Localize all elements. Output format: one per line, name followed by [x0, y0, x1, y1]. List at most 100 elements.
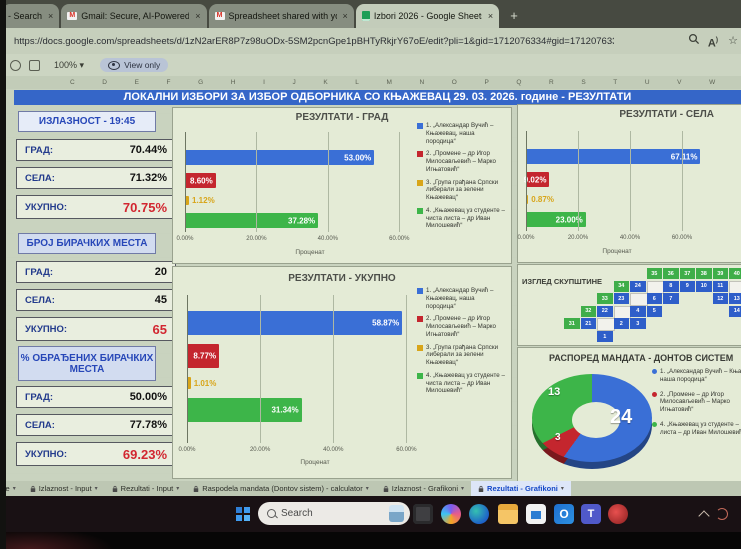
- row-label: ГРАД:: [25, 266, 54, 278]
- search-icon: [267, 509, 276, 518]
- assembly-seat-4: 4: [630, 305, 646, 317]
- column-header-D[interactable]: D: [102, 79, 107, 86]
- bar: [526, 195, 529, 204]
- chart-rezultati-ukupno[interactable]: РЕЗУЛТАТИ - УКУПНО 58.87% 8.77% 1.01% 31.34…: [172, 266, 512, 479]
- lock-icon: [112, 485, 117, 492]
- bar-row: 1.12%: [185, 196, 435, 205]
- row-value: 70.44%: [129, 144, 167, 156]
- x-tick-label: 20.00%: [567, 235, 589, 241]
- sheet-tab-menu-caret[interactable]: ▾: [12, 486, 16, 492]
- column-header-Q[interactable]: Q: [516, 79, 522, 86]
- row-value: 70.75%: [122, 199, 167, 215]
- column-header-J[interactable]: J: [292, 79, 296, 86]
- sheet-tab-menu-caret[interactable]: ▾: [560, 486, 564, 492]
- sheet-tab-menu-caret[interactable]: ▾: [461, 486, 465, 492]
- x-tick-label: 20.00%: [246, 236, 267, 242]
- read-aloud-icon[interactable]: A): [707, 37, 719, 50]
- assembly-empty-cell: [646, 280, 664, 294]
- column-header-H[interactable]: H: [230, 79, 236, 86]
- column-header-G[interactable]: G: [198, 79, 204, 86]
- sheet-tab-menu-caret[interactable]: ▾: [365, 486, 369, 492]
- zoom-select[interactable]: 100% ▾: [54, 59, 85, 70]
- bar: [187, 377, 191, 389]
- column-header-V[interactable]: V: [677, 79, 682, 86]
- close-tab-icon[interactable]: ×: [342, 11, 348, 21]
- file-explorer-icon[interactable]: [498, 504, 518, 524]
- column-header-T[interactable]: T: [613, 79, 618, 86]
- legend-item: 3. „Група грађана Српски либерали за зел…: [417, 344, 505, 367]
- assembly-layout-panel[interactable]: ИЗГЛЕД СКУПШТИНЕ 35 36 37 38 39 40 34 24 8 9 10 11 3…: [517, 264, 741, 346]
- copilot-icon[interactable]: [441, 504, 461, 524]
- legend-item: 2. „Промене – др Игор Милосављевић – Мар…: [417, 150, 505, 173]
- tray-chevron-up-icon[interactable]: [698, 510, 710, 522]
- slice-value-label: 3: [555, 432, 561, 443]
- edge-icon[interactable]: [469, 504, 489, 524]
- sheet-tab-5[interactable]: Rezultati - Grafikoni ▾: [471, 481, 571, 496]
- bar-value-label: 8.77%: [193, 351, 217, 361]
- tray-sync-icon[interactable]: [716, 508, 728, 520]
- x-axis-title: Проценат: [300, 459, 330, 466]
- column-header-M[interactable]: M: [386, 79, 392, 86]
- polling-stations-header: БРОЈ БИРАЧКИХ МЕСТА: [18, 233, 156, 254]
- teams-icon[interactable]: T: [581, 504, 601, 524]
- sheet-tab-4[interactable]: Izlaznost - Grafikoni ▾: [376, 481, 471, 496]
- legend-label: 4. „Књажевац уз студенте – чиста листа –…: [660, 420, 741, 436]
- column-header-C[interactable]: C: [70, 79, 75, 86]
- column-header-O[interactable]: O: [451, 79, 457, 86]
- mandate-distribution-panel[interactable]: РАСПОРЕД МАНДАТА - ДОНТОВ СИСТЕМ 24 13 3…: [517, 347, 741, 482]
- microsoft-store-icon[interactable]: [526, 504, 546, 524]
- bar: 67.11%: [526, 149, 701, 164]
- close-tab-icon[interactable]: ×: [487, 11, 494, 21]
- zoom-search-icon[interactable]: [686, 33, 702, 49]
- assembly-seat-13: 13: [729, 293, 741, 305]
- column-header-L[interactable]: L: [355, 79, 359, 86]
- chart-title: РЕЗУЛТАТИ - ГРАД: [295, 112, 389, 123]
- sheet-tab-menu-caret[interactable]: ▾: [176, 486, 180, 492]
- column-header-F[interactable]: F: [166, 79, 171, 86]
- close-tab-icon[interactable]: ×: [195, 11, 201, 21]
- column-header-E[interactable]: E: [134, 79, 139, 86]
- sheet-tab-1[interactable]: Izlaznost - Input ▾: [23, 481, 105, 496]
- sheet-tab-menu-caret[interactable]: ▾: [94, 486, 98, 492]
- favorites-star-icon[interactable]: ☆: [728, 35, 738, 47]
- url-field[interactable]: https://docs.google.com/spreadsheets/d/1…: [14, 35, 614, 47]
- outlook-icon[interactable]: O: [554, 504, 574, 524]
- column-header-N[interactable]: N: [419, 79, 425, 86]
- menu-icon[interactable]: [10, 59, 21, 71]
- browser-tab-0[interactable]: - Search ×: [2, 4, 60, 28]
- column-header-K[interactable]: K: [323, 79, 328, 86]
- chart-rezultati-grad[interactable]: РЕЗУЛТАТИ - ГРАД 53.00% 8.60% 1.12% 37.28% …: [172, 107, 512, 264]
- legend-label: 2. „Промене – др Игор Милосављевић – Мар…: [660, 390, 730, 414]
- windows-start-button[interactable]: [236, 507, 250, 521]
- spreadsheet-canvas: ЛОКАЛНИ ИЗБОРИ ЗА ИЗБОР ОДБОРНИКА СО КЊА…: [0, 89, 741, 482]
- column-header-S[interactable]: S: [581, 79, 586, 86]
- sheet-tab-2[interactable]: Rezultati - Input ▾: [105, 481, 187, 496]
- legend-swatch: [417, 179, 423, 186]
- taskbar-search[interactable]: Search: [258, 502, 410, 525]
- legend-item: 4. „Књажевац уз студенте – чиста листа –…: [652, 421, 741, 437]
- close-tab-icon[interactable]: ×: [48, 11, 54, 21]
- legend-label: 4. „Књажевац уз студенте – чиста листа –…: [426, 206, 505, 230]
- assembly-seat-36: 36: [663, 268, 679, 279]
- red-app-icon[interactable]: [608, 504, 628, 524]
- legend-swatch: [417, 372, 423, 379]
- print-icon[interactable]: [29, 59, 40, 71]
- column-header-I[interactable]: I: [263, 79, 265, 86]
- column-header-W[interactable]: W: [709, 79, 716, 86]
- assembly-seat-23: 23: [613, 293, 629, 305]
- legend-label: 1. „Александар Вучић – Књажевац, наша по…: [426, 287, 494, 310]
- view-only-chip[interactable]: View only: [100, 58, 169, 72]
- column-header-U[interactable]: U: [644, 79, 650, 86]
- sheet-tab-3[interactable]: Raspodela mandata (Dontov sistem) - calc…: [186, 481, 376, 496]
- column-header-R[interactable]: R: [549, 79, 554, 86]
- new-tab-button[interactable]: +: [510, 8, 518, 23]
- sheet-tab-label: Izlaznost - Grafikoni: [391, 484, 459, 493]
- chart-rezultati-sela[interactable]: РЕЗУЛТАТИ - СЕЛА 67.11% 9.02% 0.87% 23.00% …: [517, 104, 741, 263]
- column-header-P[interactable]: P: [484, 79, 489, 86]
- assembly-seat-14: 14: [729, 305, 741, 317]
- browser-tab-3[interactable]: Izbori 2026 - Google Sheets ×: [355, 4, 500, 28]
- task-view-icon[interactable]: [413, 504, 433, 524]
